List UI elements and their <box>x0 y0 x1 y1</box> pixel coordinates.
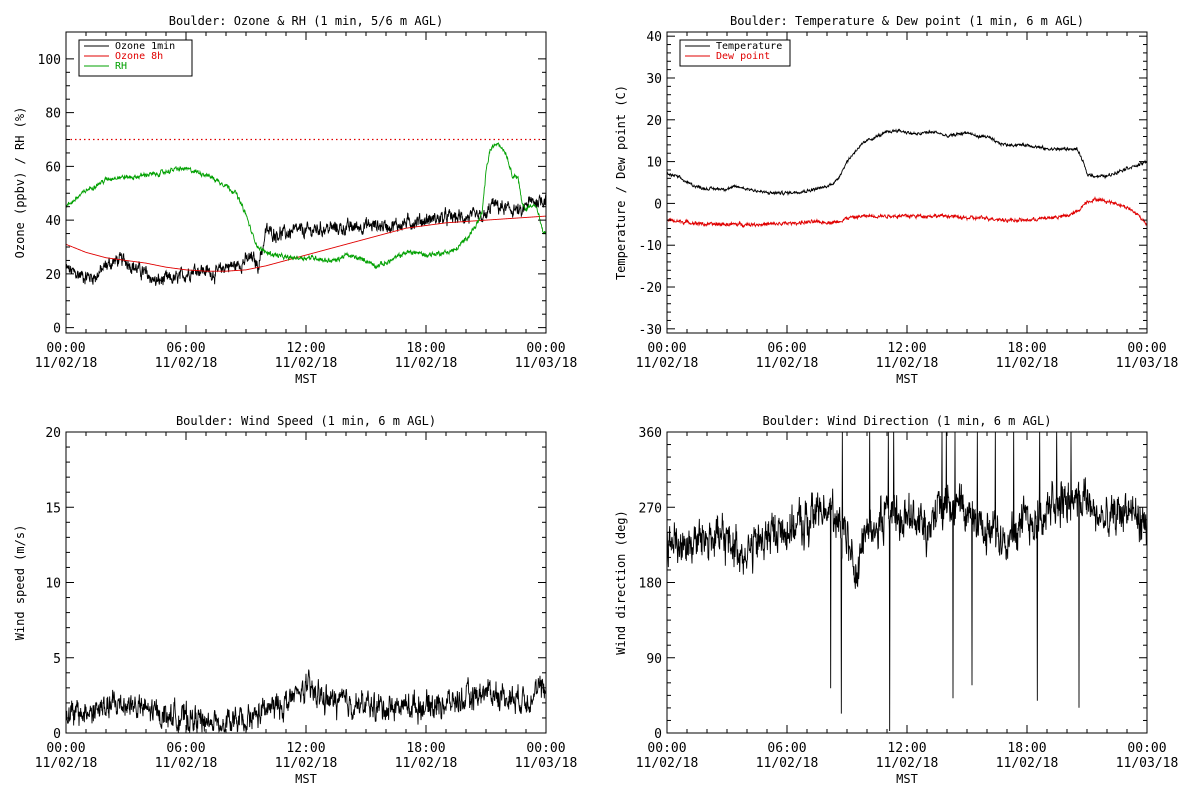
legend-label: RH <box>115 61 127 72</box>
legend-label: Ozone 1min <box>115 41 175 52</box>
y-tick-label: 0 <box>654 197 662 212</box>
y-tick-label: 80 <box>45 107 61 122</box>
x-tick-label-time: 18:00 <box>1007 341 1046 356</box>
x-tick-label-date: 11/03/18 <box>1116 756 1179 771</box>
x-tick-label-time: 18:00 <box>1007 741 1046 756</box>
series-line-0 <box>667 128 1147 197</box>
y-tick-label: 20 <box>45 268 61 283</box>
x-axis-label: MST <box>896 772 918 786</box>
y-tick-label: 10 <box>646 156 662 171</box>
y-tick-label: -20 <box>639 281 662 296</box>
legend-label: Temperature <box>716 41 782 52</box>
x-tick-label-date: 11/03/18 <box>515 756 578 771</box>
x-tick-label-date: 11/02/18 <box>876 756 939 771</box>
x-tick-label-date: 11/02/18 <box>35 756 98 771</box>
x-tick-label-time: 00:00 <box>46 741 85 756</box>
chart-wind_dir: Boulder: Wind Direction (1 min, 6 m AGL)… <box>614 414 1178 786</box>
x-tick-label-date: 11/02/18 <box>876 356 939 371</box>
x-tick-label-time: 06:00 <box>767 341 806 356</box>
x-tick-label-time: 06:00 <box>166 741 205 756</box>
x-axis-label: MST <box>896 372 918 386</box>
y-tick-label: 0 <box>53 322 61 337</box>
chart-wind_speed: Boulder: Wind Speed (1 min, 6 m AGL) 00:0… <box>13 414 577 786</box>
y-tick-label: 20 <box>45 426 61 441</box>
legend-label: Dew point <box>716 51 770 62</box>
x-tick-label-time: 06:00 <box>767 741 806 756</box>
y-tick-label: 20 <box>646 114 662 129</box>
y-axis-label: Wind speed (m/s) <box>13 525 27 641</box>
x-tick-label-time: 18:00 <box>406 741 445 756</box>
plot-frame <box>666 31 1148 334</box>
series-line-1 <box>66 215 546 272</box>
x-tick-label-date: 11/02/18 <box>636 756 699 771</box>
y-tick-label: -30 <box>639 323 662 338</box>
x-tick-label-time: 00:00 <box>1127 741 1166 756</box>
y-tick-label: 10 <box>45 577 61 592</box>
plot-frame <box>65 31 547 334</box>
x-tick-label-time: 00:00 <box>46 341 85 356</box>
y-tick-label: 5 <box>53 652 61 667</box>
x-tick-label-time: 00:00 <box>526 341 565 356</box>
y-tick-label: 0 <box>654 727 662 742</box>
y-tick-label: 0 <box>53 727 61 742</box>
y-tick-label: 100 <box>38 53 61 68</box>
x-tick-label-date: 11/02/18 <box>756 356 819 371</box>
y-tick-label: 30 <box>646 72 662 87</box>
x-tick-label-time: 18:00 <box>406 341 445 356</box>
x-tick-label-date: 11/02/18 <box>275 356 338 371</box>
y-axis-label: Ozone (ppbv) / RH (%) <box>13 107 27 259</box>
y-axis-label: Wind direction (deg) <box>614 510 628 655</box>
chart-title: Boulder: Ozone & RH (1 min, 5/6 m AGL) <box>169 14 444 28</box>
y-tick-label: 270 <box>639 501 662 516</box>
y-tick-label: 40 <box>646 30 662 45</box>
x-tick-label-time: 00:00 <box>1127 341 1166 356</box>
x-tick-label-date: 11/02/18 <box>636 356 699 371</box>
x-tick-label-time: 00:00 <box>526 741 565 756</box>
chart-title: Boulder: Temperature & Dew point (1 min,… <box>730 14 1084 28</box>
x-tick-label-date: 11/02/18 <box>395 756 458 771</box>
series-line-0 <box>66 669 546 733</box>
x-tick-label-time: 12:00 <box>887 741 926 756</box>
x-tick-label-time: 00:00 <box>647 741 686 756</box>
y-tick-label: 60 <box>45 160 61 175</box>
y-tick-label: 15 <box>45 501 61 516</box>
series-line-2 <box>66 142 546 270</box>
y-tick-label: -10 <box>639 239 662 254</box>
legend-box <box>679 39 791 67</box>
x-tick-label-time: 00:00 <box>647 341 686 356</box>
x-axis-label: MST <box>295 772 317 786</box>
series-line-0 <box>66 193 546 286</box>
series-line-1 <box>667 196 1147 228</box>
x-tick-label-date: 11/02/18 <box>155 356 218 371</box>
x-tick-label-date: 11/02/18 <box>996 756 1059 771</box>
x-tick-label-date: 11/02/18 <box>155 756 218 771</box>
x-tick-label-time: 12:00 <box>286 741 325 756</box>
chart-title: Boulder: Wind Direction (1 min, 6 m AGL) <box>763 414 1052 428</box>
chart-temp_dew: Boulder: Temperature & Dew point (1 min,… <box>614 14 1178 386</box>
series-line-0 <box>667 432 1147 731</box>
x-tick-label-date: 11/02/18 <box>996 356 1059 371</box>
legend-box <box>78 39 193 77</box>
plot-frame <box>666 431 1148 734</box>
chart-ozone_rh: Boulder: Ozone & RH (1 min, 5/6 m AGL)00… <box>13 14 577 386</box>
y-tick-label: 40 <box>45 214 61 229</box>
legend-label: Ozone 8h <box>115 51 163 62</box>
x-tick-label-time: 06:00 <box>166 341 205 356</box>
x-tick-label-date: 11/02/18 <box>395 356 458 371</box>
x-tick-label-date: 11/02/18 <box>35 356 98 371</box>
chart-title: Boulder: Wind Speed (1 min, 6 m AGL) <box>176 414 436 428</box>
y-axis-label: Temperature / Dew point (C) <box>614 85 628 280</box>
y-tick-label: 90 <box>646 652 662 667</box>
x-tick-label-date: 11/02/18 <box>275 756 338 771</box>
x-axis-label: MST <box>295 372 317 386</box>
y-tick-label: 360 <box>639 426 662 441</box>
y-tick-label: 180 <box>639 577 662 592</box>
x-tick-label-time: 12:00 <box>887 341 926 356</box>
x-tick-label-date: 11/03/18 <box>1116 356 1179 371</box>
x-tick-label-date: 11/03/18 <box>515 356 578 371</box>
x-tick-label-date: 11/02/18 <box>756 756 819 771</box>
x-tick-label-time: 12:00 <box>286 341 325 356</box>
